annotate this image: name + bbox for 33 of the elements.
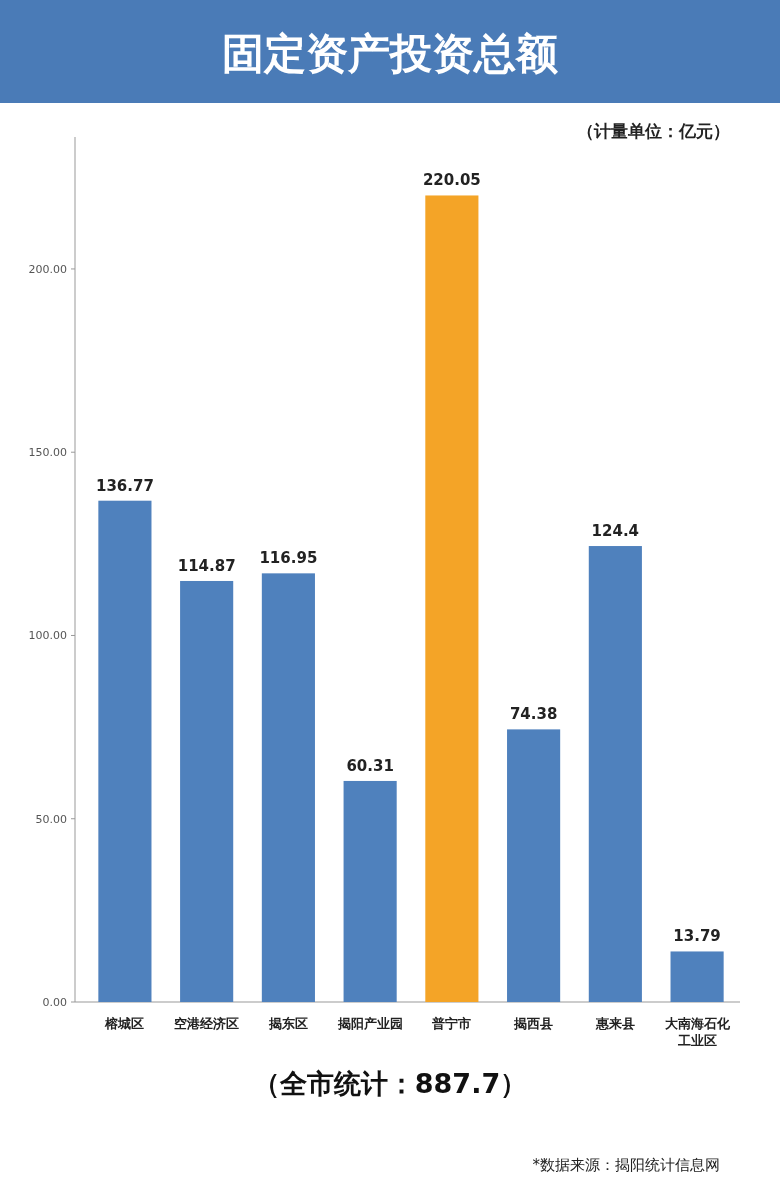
x-tick-label: 惠来县	[594, 1016, 635, 1031]
x-tick-label: 揭阳产业园	[336, 1016, 403, 1031]
y-tick-label: 50.00	[35, 812, 67, 826]
bar	[588, 546, 642, 1002]
data-label: 116.95	[259, 549, 318, 568]
data-label: 60.31	[346, 756, 394, 775]
bar	[98, 500, 152, 1002]
data-label: 74.38	[509, 705, 558, 724]
chart-title: 固定资产投资总额	[222, 29, 558, 78]
x-tick-label: 揭东区	[267, 1016, 308, 1031]
x-tick-label: 普宁市	[431, 1016, 472, 1031]
chart-subtitle: （计量单位：亿元）	[577, 121, 730, 141]
bar	[507, 729, 561, 1002]
y-tick-label: 0.00	[42, 995, 67, 1009]
data-label: 124.4	[591, 522, 640, 541]
y-tick-label: 150.00	[28, 446, 67, 460]
data-label: 136.77	[95, 476, 154, 495]
y-tick-label: 200.00	[28, 262, 67, 276]
bar	[670, 951, 724, 1002]
bar	[180, 580, 234, 1002]
data-label: 114.87	[177, 556, 236, 575]
data-label: 13.79	[673, 927, 721, 946]
x-tick-label: 空港经济区	[174, 1016, 240, 1031]
bar	[261, 573, 315, 1002]
text: （全市统计：887.7）	[252, 1068, 528, 1099]
text: *数据来源：揭阳统计信息网	[532, 1156, 720, 1174]
x-tick-label: 榕城区	[104, 1016, 145, 1031]
bar	[425, 195, 479, 1002]
y-tick-label: 100.00	[28, 629, 67, 643]
x-tick-label: 大南海石化工业区	[664, 1016, 731, 1048]
bar	[343, 780, 397, 1002]
data-label: 220.05	[422, 171, 481, 190]
x-tick-label: 揭西县	[513, 1016, 554, 1031]
